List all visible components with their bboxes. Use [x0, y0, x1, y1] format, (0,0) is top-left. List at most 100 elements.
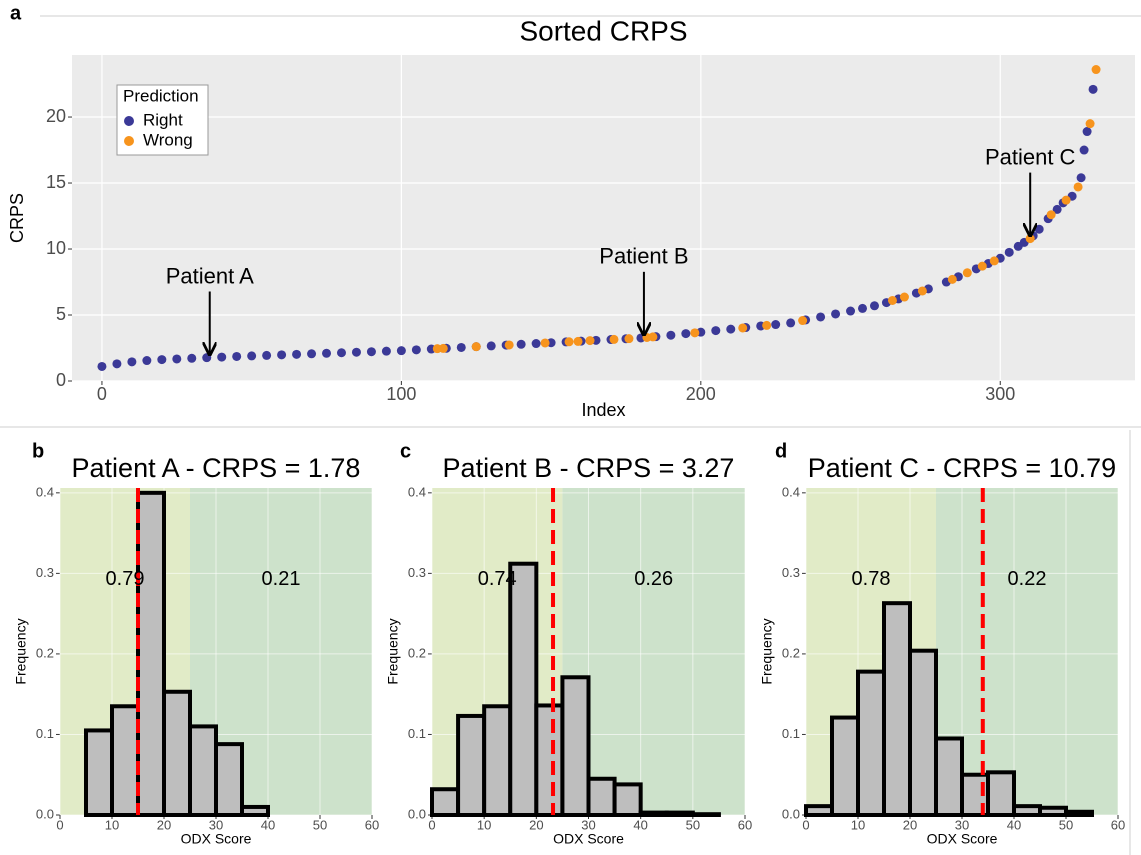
point: [438, 343, 448, 353]
point: [962, 268, 972, 278]
point: [786, 318, 796, 328]
y-tick-label: 0.1: [782, 726, 800, 741]
bar: [934, 736, 964, 818]
y-tick-label: 20: [46, 106, 66, 126]
point: [648, 332, 658, 342]
x-tick-label: 0: [428, 817, 435, 832]
x-tick-label: 50: [1059, 817, 1073, 832]
point: [471, 342, 481, 352]
point: [504, 340, 514, 350]
legend-label: Wrong: [143, 130, 193, 149]
point: [1091, 65, 1101, 75]
point: [1046, 210, 1056, 220]
x-tick-label: 200: [686, 384, 716, 404]
point: [887, 295, 897, 305]
bar: [162, 689, 192, 817]
x-axis-label: ODX Score: [181, 831, 252, 847]
point: [977, 261, 987, 271]
bar: [804, 804, 834, 817]
point: [762, 320, 772, 330]
bar: [136, 490, 166, 817]
point: [846, 306, 856, 316]
legend-title: Prediction: [123, 86, 199, 105]
point: [869, 301, 879, 311]
bar: [482, 704, 513, 818]
x-tick-label: 30: [581, 817, 595, 832]
y-tick-label: 0.0: [408, 806, 426, 821]
bar: [856, 669, 886, 818]
bar: [1038, 805, 1068, 817]
point: [277, 350, 287, 360]
x-tick-label: 10: [851, 817, 865, 832]
bar: [1064, 809, 1094, 817]
point: [381, 346, 391, 356]
point: [292, 349, 302, 359]
point: [1079, 145, 1089, 155]
point: [157, 355, 167, 365]
point: [1076, 173, 1086, 183]
region-label: 0.21: [262, 568, 301, 590]
point: [486, 341, 496, 351]
point: [1034, 224, 1044, 234]
point: [127, 357, 137, 367]
point: [336, 348, 346, 358]
bar: [908, 648, 938, 817]
point: [564, 337, 574, 347]
bar: [882, 601, 912, 817]
panel-label: d: [775, 440, 787, 462]
plot-background: [72, 55, 1135, 381]
bar: [240, 804, 270, 817]
bar: [830, 715, 860, 817]
chart-title: Patient A - CRPS = 1.78: [72, 453, 361, 483]
x-tick-label: 20: [903, 817, 917, 832]
y-tick-label: 0.0: [36, 806, 54, 821]
point: [396, 346, 406, 356]
point: [217, 352, 227, 362]
point: [172, 354, 182, 364]
point: [573, 336, 583, 346]
y-axis-label: CRPS: [7, 193, 27, 243]
y-axis-label: Frequency: [13, 618, 29, 684]
point: [1085, 119, 1095, 129]
x-tick-label: 40: [261, 817, 275, 832]
point: [1073, 182, 1083, 192]
bar: [560, 675, 591, 817]
bar: [1012, 804, 1042, 817]
x-axis-label: Index: [581, 400, 625, 420]
point: [816, 312, 826, 322]
chart-title: Patient B - CRPS = 3.27: [443, 453, 735, 483]
bar: [638, 810, 669, 817]
legend-label: Right: [143, 110, 183, 129]
y-tick-label: 0.4: [782, 484, 800, 499]
x-tick-label: 100: [386, 384, 416, 404]
x-tick-label: 50: [313, 817, 327, 832]
x-tick-label: 60: [738, 817, 752, 832]
x-tick-label: 40: [1007, 817, 1021, 832]
point: [247, 351, 257, 361]
point: [1061, 195, 1071, 205]
point: [411, 345, 421, 355]
point: [798, 316, 808, 326]
bar: [612, 782, 643, 818]
point: [666, 330, 676, 340]
y-tick-label: 10: [46, 238, 66, 258]
x-tick-label: 30: [209, 817, 223, 832]
region: [562, 488, 745, 815]
point: [726, 324, 736, 334]
point: [307, 349, 317, 359]
y-tick-label: 0.4: [408, 484, 426, 499]
bar: [690, 812, 721, 817]
chart-title: Sorted CRPS: [519, 15, 687, 46]
point: [681, 329, 691, 339]
legend-marker: [124, 136, 134, 146]
y-tick-label: 0.1: [408, 726, 426, 741]
point: [351, 347, 361, 357]
point: [232, 351, 242, 361]
region: [936, 488, 1118, 815]
y-tick-label: 0.3: [782, 565, 800, 580]
y-tick-label: 0.2: [408, 645, 426, 660]
region-label: 0.79: [106, 568, 145, 590]
point: [609, 334, 619, 344]
point: [831, 309, 841, 319]
